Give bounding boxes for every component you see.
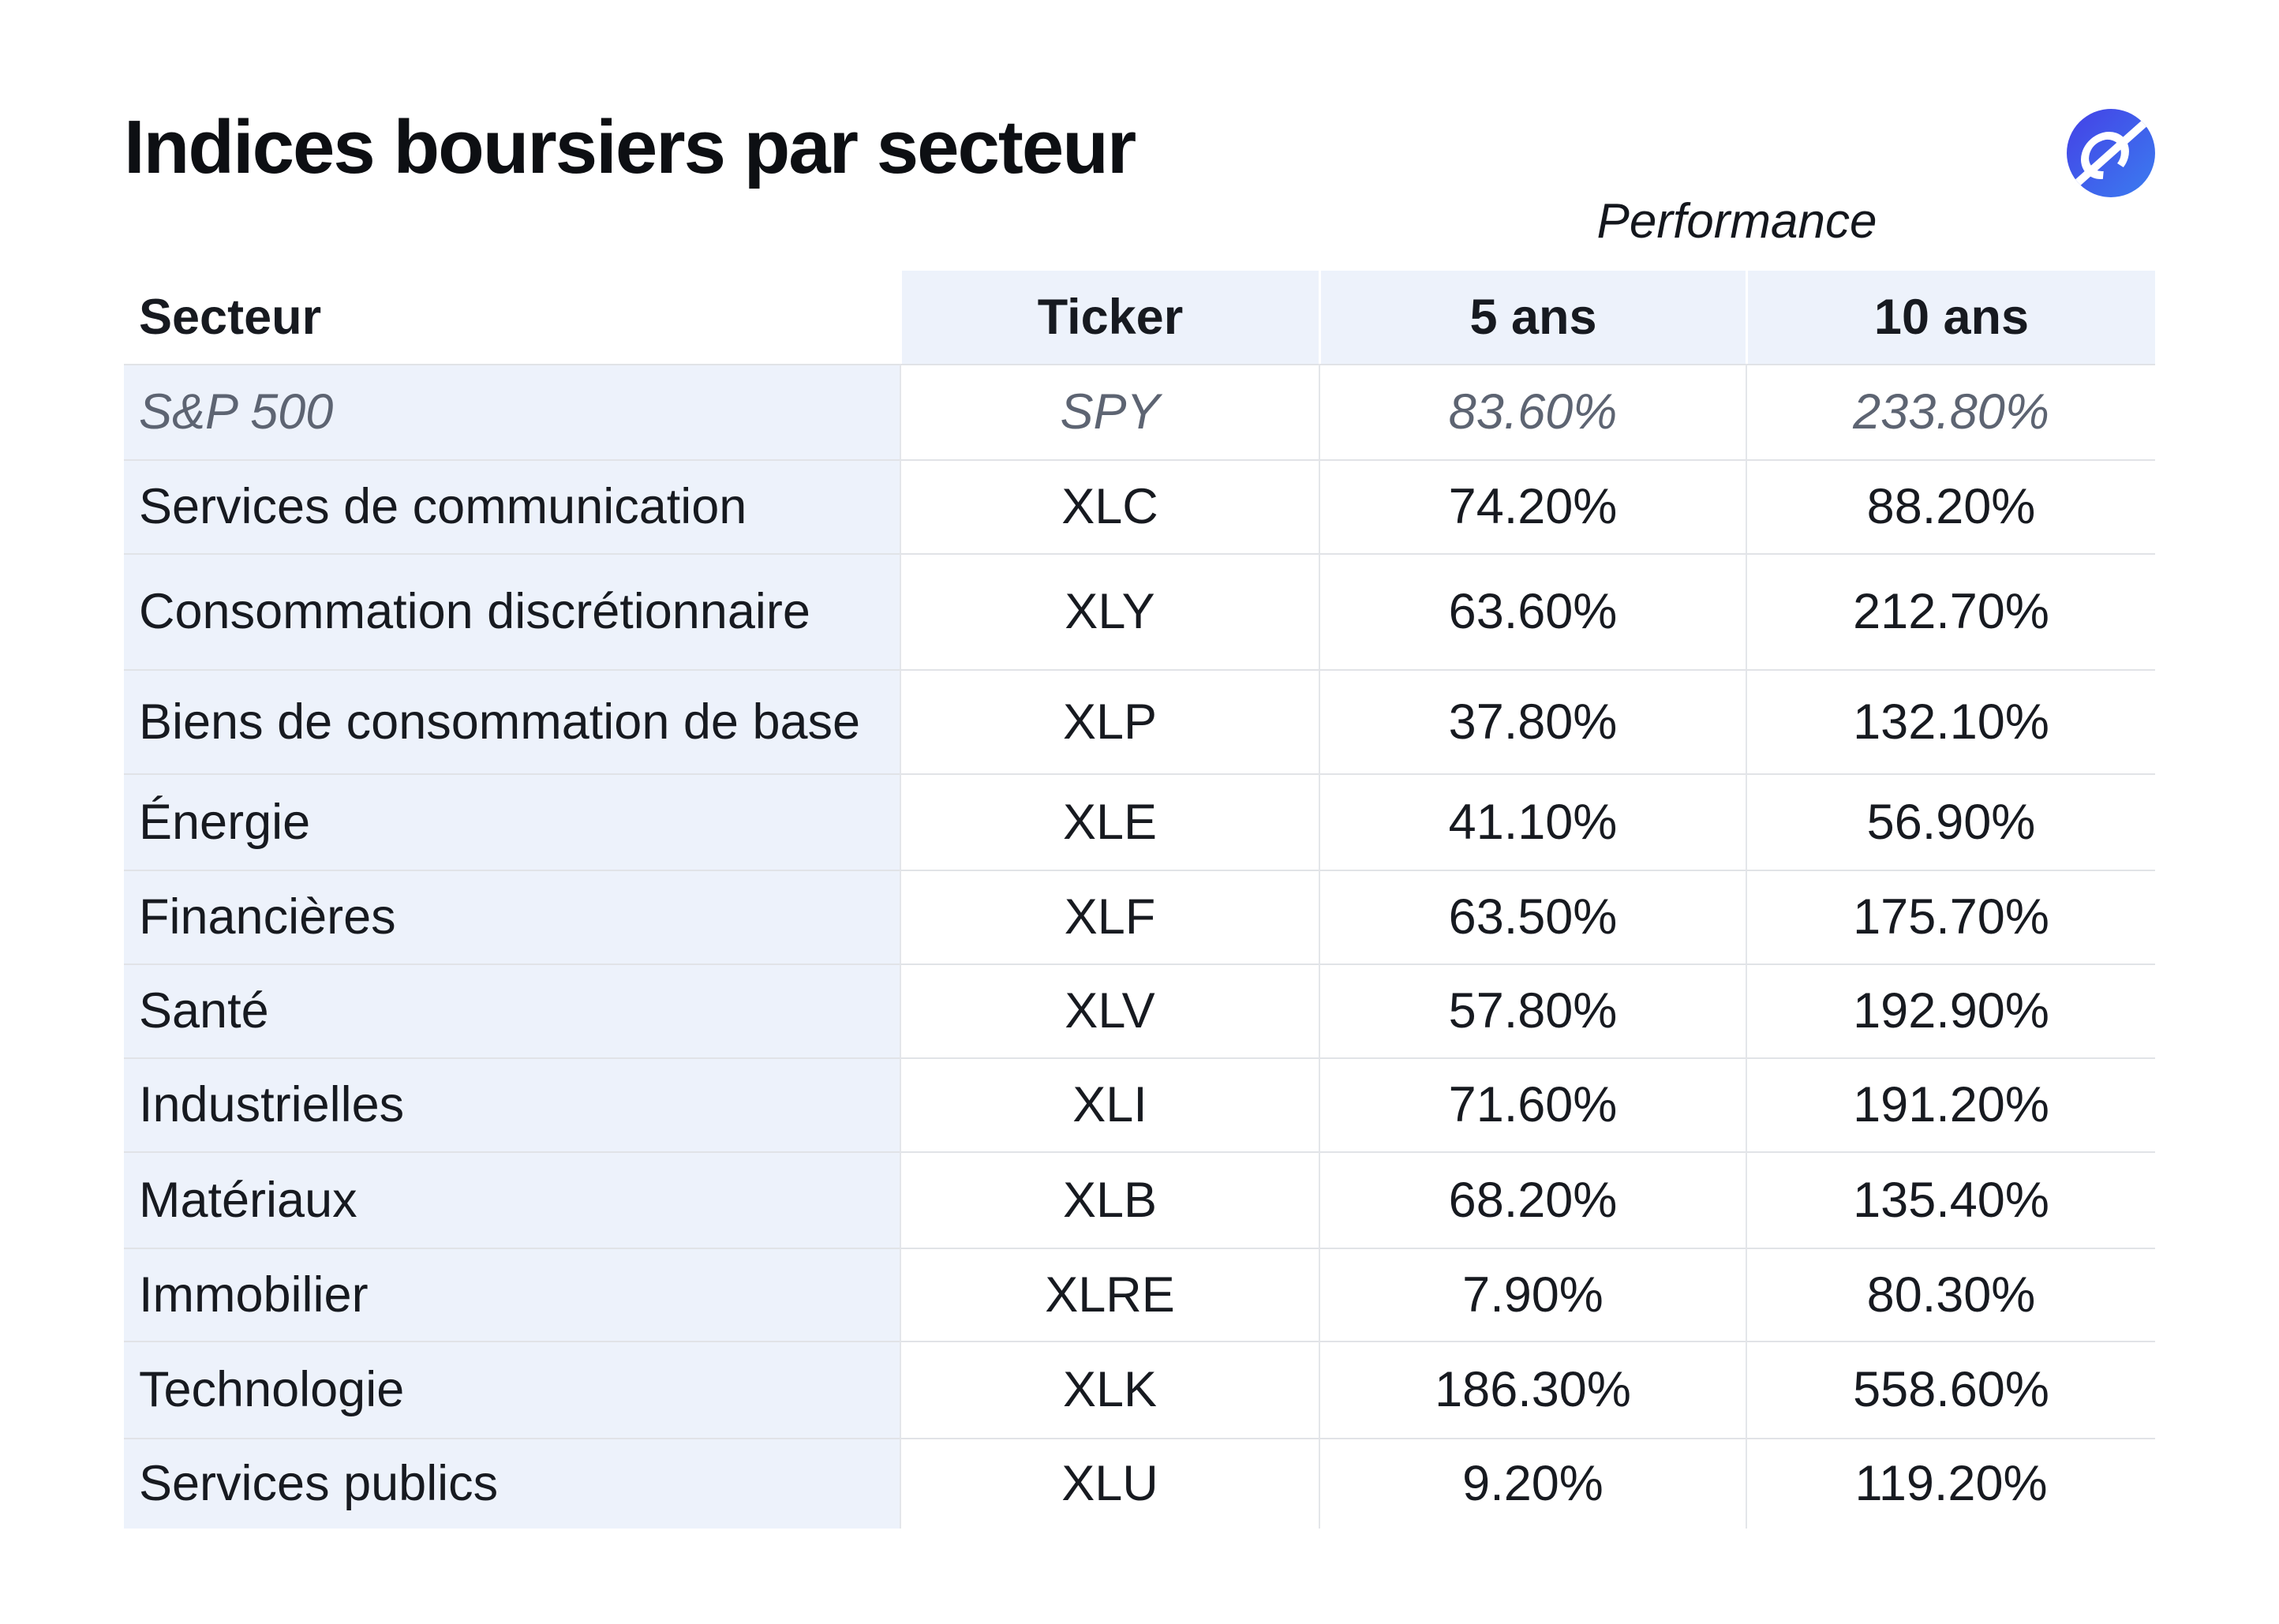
y5-cell: 57.80%	[1319, 964, 1746, 1057]
y5-cell: 63.50%	[1319, 870, 1746, 964]
y5-cell: 83.60%	[1319, 364, 1746, 459]
secteur-cell: S&P 500	[124, 364, 900, 459]
y10-cell: 80.30%	[1746, 1248, 2155, 1341]
y5-cell: 68.20%	[1319, 1151, 1746, 1248]
secteur-cell: Biens de consommation de base	[124, 669, 900, 773]
secteur-cell: Matériaux	[124, 1151, 900, 1248]
secteur-cell: Financières	[124, 870, 900, 964]
secteur-cell: Consommation discrétionnaire	[124, 553, 900, 669]
ticker-cell: XLC	[900, 459, 1319, 553]
secteur-cell: Immobilier	[124, 1248, 900, 1341]
ticker-cell: XLI	[900, 1057, 1319, 1151]
y10-cell: 119.20%	[1746, 1438, 2155, 1529]
secteur-cell: Industrielles	[124, 1057, 900, 1151]
ticker-cell: XLU	[900, 1438, 1319, 1529]
ticker-cell: SPY	[900, 364, 1319, 459]
y5-cell: 37.80%	[1319, 669, 1746, 773]
ticker-cell: XLB	[900, 1151, 1319, 1248]
secteur-cell: Énergie	[124, 773, 900, 870]
header-5-ans: 5 ans	[1319, 271, 1746, 364]
ticker-cell: XLP	[900, 669, 1319, 773]
y5-cell: 71.60%	[1319, 1057, 1746, 1151]
header-10-ans: 10 ans	[1746, 271, 2155, 364]
y10-cell: 175.70%	[1746, 870, 2155, 964]
y10-cell: 135.40%	[1746, 1151, 2155, 1248]
y10-cell: 56.90%	[1746, 773, 2155, 870]
page-title: Indices boursiers par secteur	[124, 105, 1136, 189]
y10-cell: 233.80%	[1746, 364, 2155, 459]
performance-group-label: Performance	[1596, 194, 1877, 249]
header-ticker: Ticker	[900, 271, 1319, 364]
ticker-cell: XLE	[900, 773, 1319, 870]
logo-slash	[2067, 112, 2155, 194]
ticker-cell: XLRE	[900, 1248, 1319, 1341]
y5-cell: 63.60%	[1319, 553, 1746, 669]
y10-cell: 192.90%	[1746, 964, 2155, 1057]
sector-indices-table: Secteur Ticker 5 ans 10 ans S&P 500 SPY …	[124, 271, 2155, 1529]
y10-cell: 191.20%	[1746, 1057, 2155, 1151]
y5-cell: 7.90%	[1319, 1248, 1746, 1341]
header-secteur: Secteur	[124, 271, 900, 364]
secteur-cell: Services de communication	[124, 459, 900, 553]
ticker-cell: XLY	[900, 553, 1319, 669]
ticker-cell: XLK	[900, 1341, 1319, 1438]
secteur-cell: Santé	[124, 964, 900, 1057]
y5-cell: 186.30%	[1319, 1341, 1746, 1438]
y10-cell: 212.70%	[1746, 553, 2155, 669]
ticker-cell: XLV	[900, 964, 1319, 1057]
secteur-cell: Technologie	[124, 1341, 900, 1438]
y10-cell: 558.60%	[1746, 1341, 2155, 1438]
y5-cell: 74.20%	[1319, 459, 1746, 553]
y10-cell: 88.20%	[1746, 459, 2155, 553]
secteur-cell: Services publics	[124, 1438, 900, 1529]
y5-cell: 9.20%	[1319, 1438, 1746, 1529]
y5-cell: 41.10%	[1319, 773, 1746, 870]
y10-cell: 132.10%	[1746, 669, 2155, 773]
ticker-cell: XLF	[900, 870, 1319, 964]
edubourse-logo	[2067, 109, 2155, 197]
